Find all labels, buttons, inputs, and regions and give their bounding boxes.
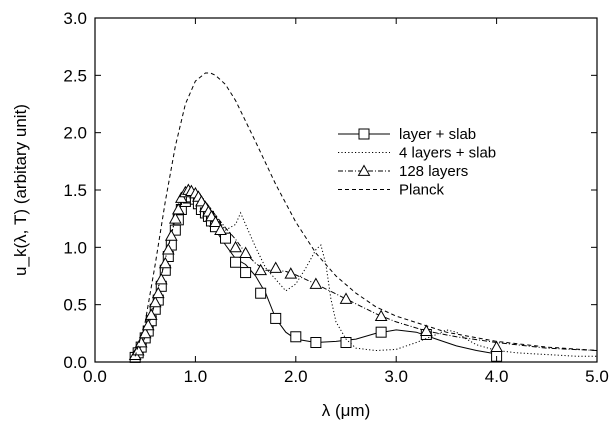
point-128-layers [239, 246, 252, 258]
point-layer-slab [230, 256, 242, 268]
point-128-layers [309, 277, 323, 289]
point-128-layers [141, 318, 155, 331]
point-128-layers [284, 267, 298, 279]
point-128-layers [269, 261, 283, 273]
y-tick-label: 2.0 [63, 124, 87, 143]
point-128-layers [209, 215, 222, 228]
x-axis-label: λ (μm) [322, 401, 371, 420]
y-tick-label: 2.5 [63, 66, 87, 85]
point-128-layers [154, 272, 168, 285]
series-line-planck [134, 72, 598, 357]
point-128-layers [229, 240, 242, 253]
y-tick-label: 1.5 [63, 181, 87, 200]
y-tick-label: 0.0 [63, 353, 87, 372]
y-tick-label: 1.0 [63, 238, 87, 257]
point-128-layers [164, 229, 178, 241]
y-tick-label: 0.5 [63, 296, 87, 315]
point-128-layers [144, 308, 158, 320]
point-128-layers [168, 212, 182, 224]
point-128-layers [214, 223, 227, 236]
legend-label-layer-slab: layer + slab [399, 126, 476, 143]
legend-label-planck: Planck [399, 182, 445, 199]
y-ticks: 0.0 0.5 1.0 1.5 2.0 2.5 3.0 [63, 9, 597, 372]
point-128-layers [148, 295, 162, 308]
point-128-layers [134, 335, 148, 348]
point-128-layers [374, 309, 388, 322]
x-tick-label: 1.0 [184, 367, 208, 386]
legend-label-4-layers-slab: 4 layers + slab [399, 145, 496, 162]
legend-marker-layer-slab [358, 128, 370, 140]
point-layer-slab [340, 337, 352, 349]
point-128-layers [151, 286, 165, 299]
point-layer-slab [240, 267, 252, 279]
point-128-layers [171, 202, 185, 215]
point-128-layers [339, 292, 353, 304]
point-layer-slab [255, 287, 267, 299]
point-layer-slab [290, 331, 302, 343]
point-128-layers [158, 256, 172, 269]
x-tick-label: 0.0 [83, 367, 107, 386]
y-axis-label: u_k(λ, T) (arbitary unit) [11, 104, 30, 276]
x-tick-label: 2.0 [284, 367, 308, 386]
point-128-layers [174, 191, 188, 203]
x-ticks: 0.0 1.0 2.0 3.0 4.0 5.0 [83, 18, 609, 386]
plot-series [128, 72, 598, 363]
legend-label-128-layers: 128 layers [399, 163, 468, 180]
point-128-layers [419, 324, 433, 336]
x-tick-label: 3.0 [384, 367, 408, 386]
point-layer-slab [310, 337, 322, 349]
legend-marker-128-layers [357, 164, 371, 176]
point-layer-slab [375, 326, 387, 338]
point-128-layers [161, 243, 175, 255]
point-128-layers [254, 263, 268, 276]
point-128-layers [490, 340, 503, 352]
y-tick-label: 3.0 [63, 9, 87, 28]
point-128-layers [131, 344, 145, 356]
x-tick-label: 5.0 [585, 367, 609, 386]
point-layer-slab [270, 312, 282, 324]
x-tick-label: 4.0 [485, 367, 509, 386]
